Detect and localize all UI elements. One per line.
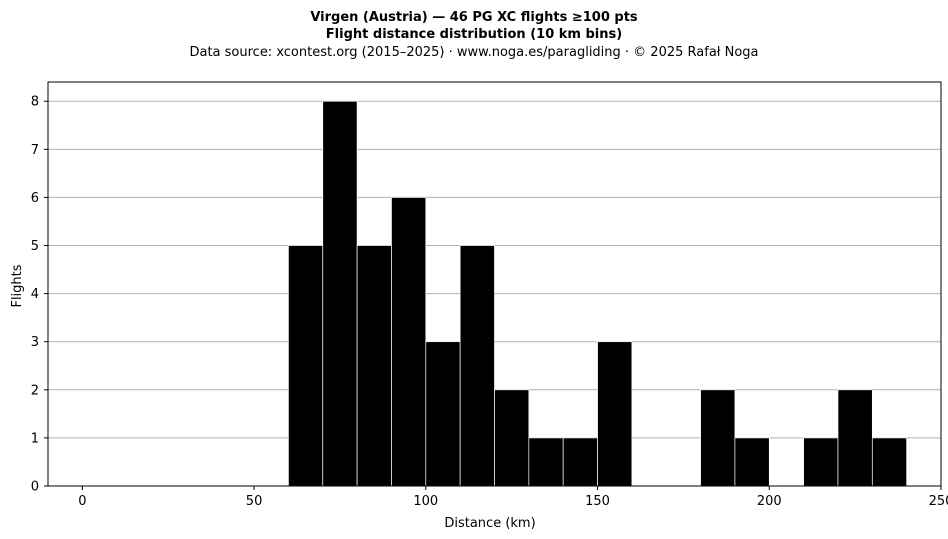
histogram-bar bbox=[425, 341, 461, 487]
y-tick-label: 4 bbox=[31, 287, 39, 302]
bars-layer bbox=[288, 100, 908, 487]
histogram-bar bbox=[871, 437, 908, 487]
histogram-bar bbox=[391, 197, 427, 487]
histogram-bar bbox=[803, 437, 839, 487]
histogram-bar bbox=[700, 389, 736, 487]
y-tick-label: 5 bbox=[31, 239, 39, 254]
histogram-bar bbox=[356, 245, 392, 487]
histogram-bar bbox=[459, 245, 495, 487]
x-axis-ticks: 0 50 100 150 200 250 bbox=[78, 486, 948, 509]
chart-subtitle: Data source: xcontest.org (2015–2025) · … bbox=[189, 45, 758, 60]
x-tick-label: 250 bbox=[929, 494, 948, 509]
x-tick-label: 0 bbox=[78, 494, 86, 509]
y-tick-label: 1 bbox=[31, 431, 39, 446]
y-tick-label: 2 bbox=[31, 383, 39, 398]
x-tick-label: 200 bbox=[757, 494, 782, 509]
y-tick-label: 8 bbox=[31, 95, 39, 110]
histogram-bar bbox=[288, 245, 324, 487]
y-axis-label: Flights bbox=[10, 264, 25, 307]
histogram-bar bbox=[528, 437, 564, 487]
plot-frame bbox=[47, 81, 942, 487]
x-tick-label: 150 bbox=[585, 494, 610, 509]
histogram-bar bbox=[494, 389, 530, 487]
y-axis-ticks: 0 1 2 3 4 5 6 7 8 bbox=[31, 95, 48, 495]
y-tick-label: 3 bbox=[31, 335, 39, 350]
histogram-bar bbox=[837, 389, 873, 487]
y-tick-label: 7 bbox=[31, 143, 39, 158]
chart-title-line2: Flight distance distribution (10 km bins… bbox=[326, 27, 622, 42]
x-tick-label: 50 bbox=[246, 494, 263, 509]
histogram-bar bbox=[734, 437, 770, 487]
x-axis-label: Distance (km) bbox=[444, 516, 535, 531]
histogram-bar bbox=[597, 341, 633, 487]
histogram-bar bbox=[322, 100, 358, 487]
x-tick-label: 100 bbox=[413, 494, 438, 509]
y-tick-label: 6 bbox=[31, 191, 39, 206]
histogram-bar bbox=[562, 437, 598, 487]
y-tick-label: 0 bbox=[31, 480, 39, 495]
chart-title-line1: Virgen (Austria) — 46 PG XC flights ≥100… bbox=[310, 10, 638, 25]
